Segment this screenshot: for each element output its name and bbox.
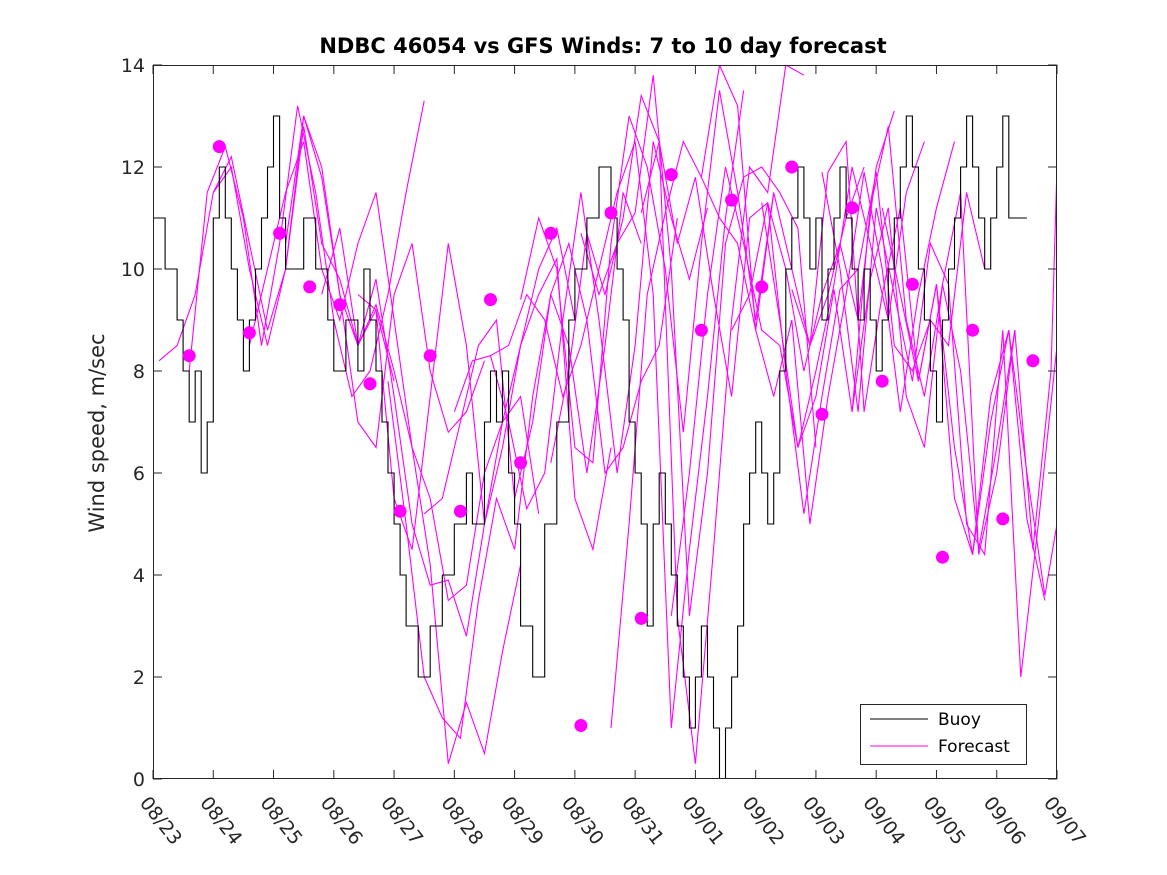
forecast-marker bbox=[634, 611, 648, 625]
x-tick-label: 09/07 bbox=[1039, 793, 1090, 850]
forecast-marker bbox=[242, 326, 256, 340]
forecast-line-15 bbox=[640, 110, 895, 397]
forecast-line-7 bbox=[387, 192, 642, 740]
forecast-marker bbox=[875, 374, 889, 388]
forecast-marker bbox=[574, 719, 588, 732]
forecast-marker bbox=[212, 140, 226, 154]
x-tick-label: 08/27 bbox=[376, 793, 427, 850]
forecast-marker bbox=[453, 504, 467, 518]
forecast-marker bbox=[604, 206, 618, 220]
y-tick-label: 14 bbox=[121, 55, 145, 77]
x-tick-label: 09/05 bbox=[919, 793, 970, 850]
forecast-line-1 bbox=[188, 100, 425, 398]
x-tick-label: 09/01 bbox=[677, 793, 728, 850]
forecast-marker bbox=[845, 201, 859, 215]
y-tick-label: 0 bbox=[133, 769, 145, 791]
forecast-marker bbox=[725, 193, 739, 207]
x-tick-label: 09/04 bbox=[858, 793, 909, 850]
forecast-marker bbox=[905, 277, 919, 291]
forecast-marker bbox=[182, 349, 196, 363]
x-tick-label: 08/23 bbox=[135, 793, 186, 850]
forecast-marker bbox=[514, 456, 528, 470]
forecast-marker bbox=[936, 550, 949, 564]
plot-frame bbox=[153, 65, 1057, 779]
forecast-marker bbox=[785, 160, 799, 174]
forecast-line-19 bbox=[761, 202, 1016, 550]
forecast-marker bbox=[303, 280, 317, 294]
forecast-line-17 bbox=[700, 141, 956, 525]
forecast-marker bbox=[544, 226, 558, 240]
forecast-line-23 bbox=[881, 207, 1057, 596]
forecast-line-21 bbox=[821, 171, 1057, 678]
x-tick-label: 08/31 bbox=[617, 793, 668, 850]
forecast-marker bbox=[694, 323, 708, 337]
forecast-line-13 bbox=[580, 75, 817, 616]
x-tick-label: 09/06 bbox=[979, 793, 1030, 850]
chart-title: NDBC 46054 vs GFS Winds: 7 to 10 day for… bbox=[319, 34, 886, 58]
x-tick-label: 08/30 bbox=[557, 793, 608, 850]
y-tick-label: 6 bbox=[133, 463, 145, 485]
x-tick-label: 08/28 bbox=[436, 793, 487, 850]
forecast-marker bbox=[273, 226, 287, 240]
legend: Buoy Forecast bbox=[860, 704, 1027, 765]
y-tick-label: 8 bbox=[133, 361, 145, 383]
y-axis-label: Wind speed, m/sec bbox=[85, 333, 109, 532]
x-tick-label: 08/24 bbox=[195, 793, 246, 850]
forecast-marker bbox=[996, 512, 1010, 526]
forecast-line-4 bbox=[285, 115, 540, 602]
forecast-line-10 bbox=[490, 90, 745, 729]
forecast-marker bbox=[966, 323, 980, 337]
forecast-line-8 bbox=[423, 217, 678, 515]
x-tick-label: 08/26 bbox=[316, 793, 367, 850]
y-tick-label: 2 bbox=[133, 667, 145, 689]
legend-forecast-label: Forecast bbox=[938, 737, 1010, 757]
forecast-line-12 bbox=[550, 65, 805, 764]
buoy-line bbox=[153, 115, 1027, 779]
forecast-marker bbox=[333, 298, 347, 312]
x-tick-label: 08/25 bbox=[256, 793, 307, 850]
forecast-line-3 bbox=[248, 141, 522, 764]
x-tick-label: 08/29 bbox=[497, 793, 548, 850]
forecast-marker bbox=[815, 407, 829, 421]
legend-box bbox=[860, 704, 1027, 765]
forecast-marker bbox=[484, 293, 497, 307]
forecast-marker bbox=[393, 504, 407, 518]
y-tick-label: 4 bbox=[133, 565, 145, 587]
y-axis: 0 2 4 6 8 10 12 14 bbox=[121, 55, 1057, 791]
forecast-marker bbox=[423, 349, 437, 363]
forecast-marker bbox=[363, 377, 377, 391]
forecast-marker bbox=[1026, 354, 1040, 368]
forecast-marker bbox=[664, 168, 678, 182]
y-tick-label: 12 bbox=[121, 157, 145, 179]
y-tick-label: 10 bbox=[121, 259, 145, 281]
forecast-line-11 bbox=[520, 90, 775, 464]
x-tick-label: 09/02 bbox=[738, 793, 789, 850]
plot-area bbox=[153, 65, 1057, 779]
legend-buoy-label: Buoy bbox=[938, 710, 981, 730]
x-tick-label: 09/03 bbox=[798, 793, 849, 850]
forecast-marker bbox=[755, 280, 769, 294]
